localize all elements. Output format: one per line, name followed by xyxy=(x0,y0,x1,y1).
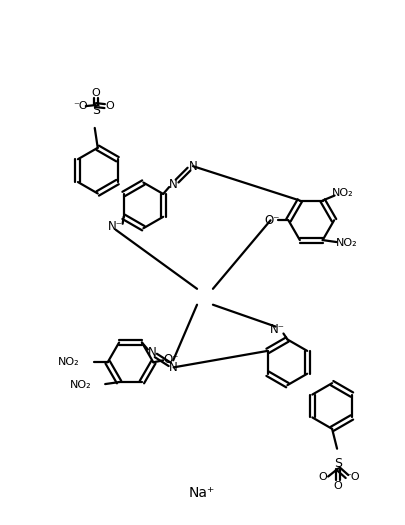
Text: N: N xyxy=(169,177,177,191)
Text: O⁻: O⁻ xyxy=(265,214,280,227)
Text: S: S xyxy=(334,457,342,470)
Text: O: O xyxy=(105,101,114,111)
Text: Na⁺: Na⁺ xyxy=(189,486,215,500)
Text: N: N xyxy=(169,361,178,374)
Text: NO₂: NO₂ xyxy=(336,238,357,248)
Text: N: N xyxy=(147,346,156,359)
Text: ⁻O: ⁻O xyxy=(345,471,360,481)
Text: ⁻O: ⁻O xyxy=(74,101,88,111)
Text: N: N xyxy=(189,160,197,173)
Text: NO₂: NO₂ xyxy=(70,380,91,390)
Text: S: S xyxy=(92,103,100,117)
Text: O⁻: O⁻ xyxy=(164,353,179,366)
Text: NO₂: NO₂ xyxy=(332,187,353,197)
Text: NO₂: NO₂ xyxy=(58,358,80,368)
Text: O: O xyxy=(319,471,328,481)
Text: O: O xyxy=(92,88,100,98)
Text: N⁻: N⁻ xyxy=(270,323,285,336)
Text: N⁻: N⁻ xyxy=(108,220,123,233)
Text: O: O xyxy=(334,481,343,491)
